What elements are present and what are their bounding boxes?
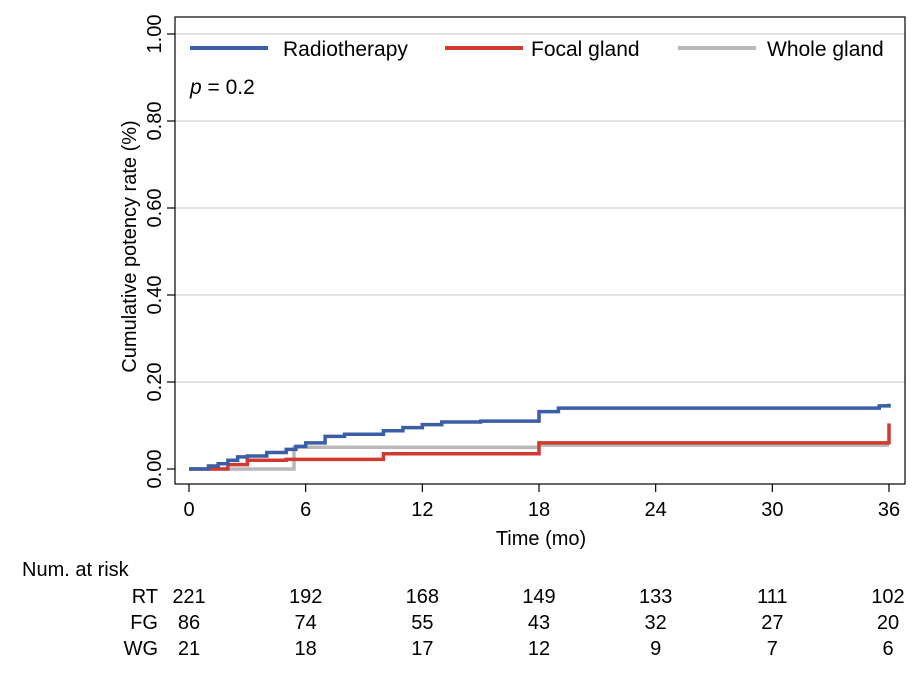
- x-tick-label: 24: [645, 499, 667, 521]
- legend: Radiotherapy Focal gland Whole gland: [190, 38, 884, 61]
- x-tick-label: 36: [878, 499, 900, 521]
- x-tick-label: 12: [411, 499, 433, 521]
- grid-lines: [175, 33, 905, 383]
- risk-cell: 20: [876, 612, 900, 634]
- risk-cell: 21: [177, 638, 201, 660]
- risk-cell: 86: [177, 612, 201, 634]
- series-lines: [189, 403, 891, 471]
- x-axis-label: Time (mo): [496, 528, 586, 550]
- risk-cell: 102: [871, 586, 905, 608]
- x-tick-label: 6: [300, 499, 311, 521]
- plot-frame: [174, 16, 906, 485]
- y-axis: 0.00 0.20 0.40 0.60 0.80 1.00: [144, 15, 175, 489]
- risk-cell: 9: [650, 638, 662, 660]
- risk-row-label: RT: [131, 586, 158, 608]
- y-tick-label: 0.80: [144, 102, 166, 141]
- risk-cell: 27: [761, 612, 784, 634]
- p-symbol: p: [189, 76, 202, 99]
- risk-cell: 32: [644, 612, 667, 634]
- risk-cell: 192: [288, 586, 323, 608]
- risk-cell: 18: [294, 638, 317, 660]
- risk-cell: 6: [882, 638, 894, 660]
- risk-row-label: WG: [123, 638, 158, 660]
- y-tick-label: 0.40: [144, 276, 166, 315]
- risk-cell: 7: [766, 638, 778, 660]
- risk-table-title: Num. at risk: [22, 559, 129, 581]
- risk-row-label: FG: [130, 612, 158, 634]
- x-tick-label: 30: [761, 499, 783, 521]
- risk-cell: 168: [405, 586, 440, 608]
- legend-label: Whole gland: [767, 38, 884, 61]
- risk-cell: 133: [638, 586, 673, 608]
- series-line-radiotherapy: [189, 403, 891, 471]
- risk-cell: 43: [527, 612, 551, 634]
- risk-cell: 17: [411, 638, 434, 660]
- x-axis: 0 6 12 18 24 30 36: [183, 484, 900, 521]
- y-tick-label: 0.20: [144, 363, 166, 402]
- risk-cell: 111: [757, 586, 788, 608]
- risk-cell: 149: [522, 586, 556, 608]
- x-tick-label: 18: [528, 499, 550, 521]
- y-tick-label: 1.00: [144, 15, 166, 54]
- legend-label: Focal gland: [531, 38, 640, 61]
- p-value-annotation: p = 0.2: [189, 76, 255, 99]
- series-line-whole-gland: [189, 443, 889, 471]
- risk-cell: 74: [294, 612, 317, 634]
- risk-cell: 221: [172, 586, 206, 608]
- p-value: = 0.2: [202, 76, 255, 99]
- y-tick-label: 0.60: [144, 189, 166, 228]
- x-tick-label: 0: [183, 499, 194, 521]
- risk-cell: 55: [411, 612, 434, 634]
- series-line-focal-gland: [189, 423, 891, 471]
- y-axis-label: Cumulative potency rate (%): [119, 120, 141, 372]
- y-tick-label: 0.00: [144, 450, 166, 489]
- legend-label: Radiotherapy: [283, 38, 408, 61]
- risk-cell: 12: [527, 638, 551, 660]
